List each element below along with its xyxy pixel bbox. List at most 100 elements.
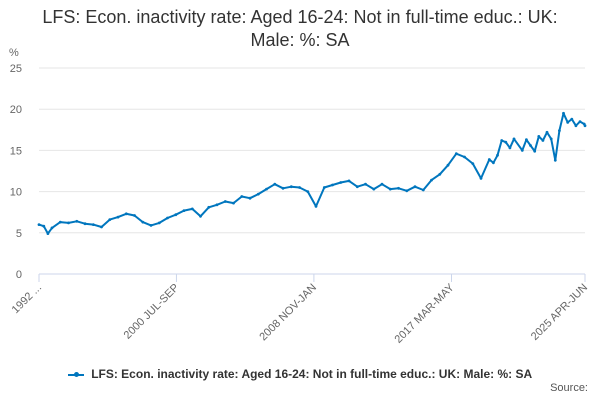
- x-tick-label: 2017 MAR-MAY: [393, 281, 458, 346]
- x-tick-label: 2008 NOV-JAN: [257, 282, 319, 344]
- data-point[interactable]: [525, 138, 528, 142]
- data-point[interactable]: [306, 190, 310, 194]
- data-point[interactable]: [388, 187, 392, 191]
- data-point[interactable]: [289, 185, 293, 189]
- data-point[interactable]: [100, 225, 103, 229]
- x-tick-label: 1992 ...: [10, 282, 44, 316]
- data-point[interactable]: [512, 137, 516, 141]
- data-point[interactable]: [108, 218, 112, 222]
- data-point[interactable]: [37, 223, 41, 227]
- data-point[interactable]: [529, 144, 532, 147]
- data-point[interactable]: [397, 186, 400, 190]
- data-point[interactable]: [58, 220, 62, 224]
- data-point[interactable]: [492, 161, 495, 165]
- data-point[interactable]: [421, 188, 425, 192]
- grid-lines: [39, 67, 585, 275]
- data-point[interactable]: [331, 183, 334, 187]
- data-point[interactable]: [520, 149, 524, 152]
- data-point[interactable]: [75, 219, 79, 223]
- data-point[interactable]: [215, 203, 219, 207]
- data-point[interactable]: [322, 186, 326, 189]
- data-point[interactable]: [232, 201, 235, 205]
- data-point[interactable]: [141, 220, 145, 224]
- data-point[interactable]: [454, 152, 458, 156]
- data-point[interactable]: [562, 111, 565, 115]
- data-point[interactable]: [430, 178, 433, 182]
- data-point[interactable]: [533, 149, 537, 153]
- data-point[interactable]: [566, 121, 570, 124]
- x-tick-label: 2025 APR-JUN: [529, 282, 590, 343]
- data-point[interactable]: [541, 139, 545, 142]
- data-point[interactable]: [248, 196, 252, 200]
- data-point[interactable]: [413, 185, 417, 189]
- data-point[interactable]: [578, 120, 582, 123]
- y-tick-label: 5: [16, 228, 22, 240]
- data-point[interactable]: [199, 214, 202, 218]
- data-point[interactable]: [508, 146, 512, 150]
- data-point[interactable]: [91, 223, 95, 227]
- data-point[interactable]: [42, 224, 46, 228]
- data-point[interactable]: [479, 177, 483, 180]
- data-point[interactable]: [207, 205, 211, 209]
- data-point[interactable]: [446, 163, 450, 167]
- data-point[interactable]: [558, 129, 561, 133]
- data-point[interactable]: [157, 221, 161, 225]
- data-point[interactable]: [273, 182, 277, 186]
- data-point[interactable]: [67, 221, 70, 225]
- data-point[interactable]: [438, 172, 442, 176]
- data-point[interactable]: [549, 137, 553, 141]
- data-point[interactable]: [149, 224, 153, 227]
- data-point[interactable]: [190, 207, 194, 211]
- data-point[interactable]: [504, 140, 508, 144]
- data-point[interactable]: [265, 187, 268, 191]
- data-point[interactable]: [182, 209, 186, 213]
- series-line[interactable]: [38, 112, 586, 235]
- axes: 0 5 10 15 20 25% 1992 ... 2000 JUL-SEP 2008 NOV-…: [9, 47, 590, 346]
- series-area[interactable]: [37, 111, 587, 236]
- y-tick-label: 10: [10, 187, 22, 199]
- data-point[interactable]: [124, 212, 128, 216]
- y-axis-label: %: [9, 47, 19, 59]
- data-point[interactable]: [174, 213, 178, 217]
- credits-text[interactable]: Source:: [550, 382, 588, 394]
- data-point[interactable]: [583, 124, 587, 128]
- data-point[interactable]: [314, 205, 318, 208]
- y-tick-label: 15: [10, 145, 22, 157]
- data-point[interactable]: [50, 226, 54, 230]
- data-point[interactable]: [116, 215, 120, 219]
- data-point[interactable]: [83, 222, 87, 226]
- data-point[interactable]: [537, 135, 541, 138]
- data-point[interactable]: [240, 195, 244, 198]
- y-tick-label: 25: [10, 63, 22, 75]
- data-point[interactable]: [298, 186, 301, 189]
- data-point[interactable]: [553, 158, 557, 162]
- data-point[interactable]: [281, 186, 285, 190]
- data-point[interactable]: [545, 130, 549, 134]
- data-point[interactable]: [500, 139, 504, 142]
- y-tick-label: 0: [16, 269, 22, 281]
- data-point[interactable]: [372, 187, 376, 191]
- chart-title: LFS: Econ. inactivity rate: Aged 16-24: …: [42, 7, 558, 50]
- data-point[interactable]: [223, 200, 227, 203]
- data-point[interactable]: [364, 182, 367, 186]
- data-point[interactable]: [487, 158, 491, 161]
- data-point[interactable]: [339, 181, 343, 184]
- data-point[interactable]: [574, 124, 578, 128]
- legend-series-label: LFS: Econ. inactivity rate: Aged 16-24: …: [91, 367, 533, 381]
- data-point[interactable]: [256, 192, 260, 196]
- x-tick-label: 2000 JUL-SEP: [122, 282, 182, 342]
- data-point[interactable]: [133, 214, 136, 217]
- data-point[interactable]: [355, 185, 359, 189]
- data-point[interactable]: [46, 232, 50, 236]
- legend[interactable]: LFS: Econ. inactivity rate: Aged 16-24: …: [0, 367, 600, 381]
- data-point[interactable]: [496, 153, 499, 157]
- data-point[interactable]: [380, 182, 384, 186]
- data-point[interactable]: [166, 216, 169, 220]
- data-point[interactable]: [471, 162, 475, 166]
- data-point[interactable]: [405, 189, 409, 193]
- data-point[interactable]: [570, 117, 574, 121]
- data-point[interactable]: [463, 155, 466, 159]
- y-tick-label: 20: [10, 104, 22, 116]
- data-point[interactable]: [347, 179, 351, 183]
